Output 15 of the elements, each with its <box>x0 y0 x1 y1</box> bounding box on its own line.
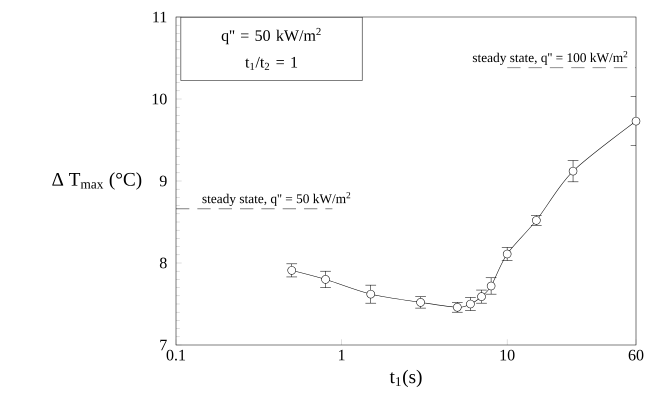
x-axis-title: t$_{1}$(s) <box>390 370 422 388</box>
x-tick-label: 10 <box>500 350 515 360</box>
y-tick-label: 9 <box>160 176 167 186</box>
x-tick-label: 0.1 <box>166 350 186 361</box>
y-tick-label: 10 <box>152 94 167 104</box>
y-tick-label: 11 <box>153 12 166 22</box>
y-tick-label: 7 <box>160 340 167 350</box>
x-tick-label: 1 <box>338 350 345 360</box>
y-axis-title: Δ T$_{max}$ (°C) <box>52 172 142 190</box>
annotation: steady state, q'' = 50 kW/m$^{2}$ <box>202 192 350 206</box>
x-tick-label: 60 <box>628 350 644 360</box>
y-tick-label: 8 <box>160 258 167 268</box>
annotation: t$_{1}$/t$_{2}$ = 1 <box>245 56 298 70</box>
annotation: q'' = 50 kW/m$^{2}$ <box>222 28 321 44</box>
annotation: steady state, q'' = 100 kW/m$^{2}$ <box>472 51 628 65</box>
